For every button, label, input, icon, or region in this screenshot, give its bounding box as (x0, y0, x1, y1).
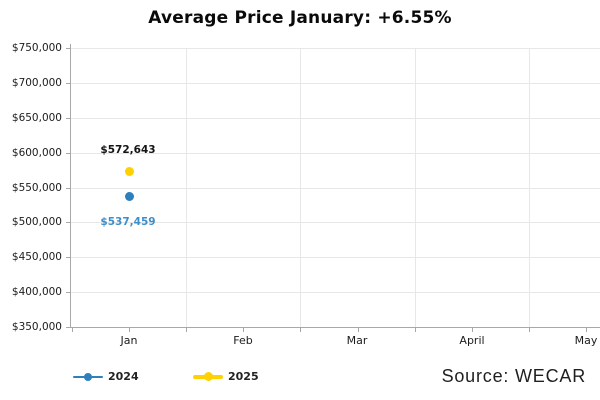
x-tick (358, 328, 359, 332)
y-axis-label: $700,000 (11, 76, 62, 89)
y-axis-label: $350,000 (11, 321, 62, 333)
y-axis-line (70, 44, 71, 327)
y-axis-label: $750,000 (11, 42, 62, 54)
h-gridline (71, 82, 600, 84)
v-gridline (529, 48, 530, 327)
y-tick (66, 187, 70, 189)
x-tick (129, 328, 130, 332)
v-gridline (415, 48, 416, 327)
x-axis-label: Feb (233, 334, 253, 347)
y-tick (66, 292, 70, 294)
y-tick (66, 48, 70, 49)
y-tick (66, 222, 70, 224)
h-gridline (71, 152, 600, 154)
h-gridline (71, 222, 600, 224)
legend-marker-dot-2024 (84, 373, 92, 381)
x-tick (243, 328, 244, 332)
y-axis-label: $650,000 (11, 111, 62, 124)
legend-label-2025: 2025 (228, 370, 259, 383)
x-axis-label: May (574, 334, 598, 347)
x-axis-label: Mar (346, 334, 368, 347)
legend-marker-dot-2025 (204, 372, 213, 381)
x-axis-label: April (459, 334, 485, 347)
y-axis-label: $450,000 (11, 251, 62, 264)
y-axis-label: $600,000 (11, 146, 62, 159)
h-gridline (71, 257, 600, 259)
legend-label-2024: 2024 (108, 370, 139, 383)
v-gridline (300, 48, 301, 327)
x-axis-line (70, 327, 600, 328)
y-tick (66, 117, 70, 119)
v-gridline (186, 48, 187, 327)
h-gridline (71, 292, 600, 294)
x-axis-label: Jan (120, 334, 138, 347)
x-tick (186, 328, 187, 332)
data-point-2025-jan (124, 167, 134, 176)
y-tick (66, 257, 70, 259)
h-gridline (71, 48, 600, 49)
x-tick (300, 328, 301, 332)
y-axis-label: $550,000 (11, 181, 62, 194)
x-tick (472, 328, 473, 332)
x-tick (415, 328, 416, 332)
y-tick (66, 82, 70, 84)
y-axis-label: $500,000 (11, 216, 62, 229)
data-point-2024-jan (124, 192, 134, 201)
x-tick (529, 328, 530, 332)
y-tick (66, 152, 70, 154)
h-gridline (71, 187, 600, 189)
x-tick (586, 328, 587, 332)
y-tick (66, 327, 70, 328)
y-axis-label: $400,000 (11, 286, 62, 299)
h-gridline (71, 117, 600, 119)
x-tick (72, 328, 73, 332)
data-label-2024: $537,459 (100, 216, 156, 228)
data-label-2025: $572,643 (100, 144, 156, 156)
source-credit: Source: WECAR (441, 366, 586, 386)
chart-title: Average Price January: +6.55% (148, 8, 452, 28)
